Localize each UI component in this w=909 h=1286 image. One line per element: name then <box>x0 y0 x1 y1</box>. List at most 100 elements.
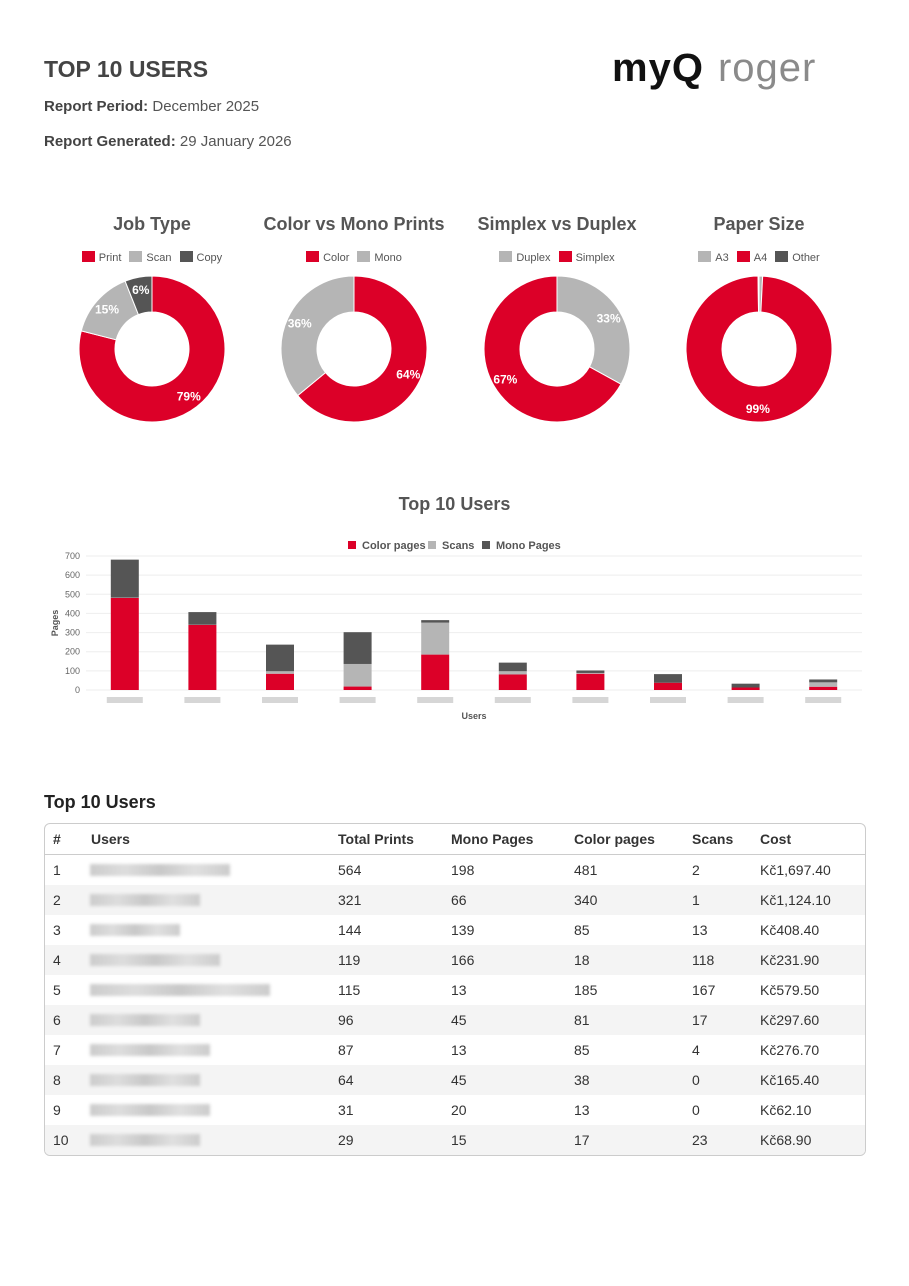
donut-slice-mono[interactable] <box>280 275 355 397</box>
column-header[interactable]: Scans <box>692 831 734 847</box>
column-header[interactable]: Users <box>91 831 130 847</box>
table-row: 3 144 139 85 13 Kč408.40 <box>45 915 865 945</box>
bar-mono-pages[interactable] <box>188 612 217 625</box>
bar-color-pages[interactable] <box>343 686 372 690</box>
table-cell: 45 <box>451 1012 467 1028</box>
slice-percent-label: 64% <box>396 368 420 382</box>
y-tick-label: 400 <box>65 608 80 618</box>
table-row: 8 64 45 38 0 Kč165.40 <box>45 1065 865 1095</box>
table-cell: 1 <box>53 862 61 878</box>
legend-label[interactable]: Scans <box>442 540 474 552</box>
x-tick-label-redacted <box>339 697 376 703</box>
bar-mono-pages[interactable] <box>576 670 605 673</box>
table-row: 6 96 45 81 17 Kč297.60 <box>45 1005 865 1035</box>
table-row: 5 115 13 185 167 Kč579.50 <box>45 975 865 1005</box>
bar-color-pages[interactable] <box>809 686 838 690</box>
bar-mono-pages[interactable] <box>654 674 682 683</box>
column-header[interactable]: # <box>53 831 61 847</box>
bar-scans[interactable] <box>343 663 372 687</box>
bar-color-pages[interactable] <box>498 674 527 690</box>
legend-swatch <box>306 251 320 262</box>
bar-color-pages[interactable] <box>110 597 139 690</box>
bar-mono-pages[interactable] <box>110 559 139 598</box>
legend-item[interactable]: Other <box>775 251 820 264</box>
slice-percent-label: 6% <box>132 283 150 297</box>
table-cell: 13 <box>451 982 467 998</box>
bar-color-pages[interactable] <box>576 673 605 690</box>
table-cell: 119 <box>338 952 361 968</box>
table-cell: 166 <box>451 952 475 968</box>
legend-item[interactable]: Print <box>81 251 121 264</box>
column-header[interactable]: Cost <box>760 831 792 847</box>
report-period: Report Period: December 2025 <box>44 98 259 115</box>
bar-color-pages[interactable] <box>654 682 682 690</box>
donut-slice-color[interactable] <box>297 275 428 423</box>
pie-title: Job Type <box>113 214 191 234</box>
legend-label[interactable]: Mono Pages <box>496 540 561 552</box>
bar-scans[interactable] <box>809 682 838 687</box>
donut-slice-simplex[interactable] <box>483 275 622 423</box>
bar-color-pages[interactable] <box>188 624 217 690</box>
legend-label[interactable]: Color pages <box>362 540 426 552</box>
x-tick-label-redacted <box>494 697 531 703</box>
table-row: 7 87 13 85 4 Kč276.70 <box>45 1035 865 1065</box>
bar-mono-pages[interactable] <box>266 644 294 672</box>
report-generated: Report Generated: 29 January 2026 <box>44 133 292 150</box>
x-tick-label-redacted <box>262 697 298 703</box>
legend-label: Simplex <box>575 252 615 264</box>
table-cell: Kč408.40 <box>760 922 820 938</box>
bar-scans[interactable] <box>498 671 527 675</box>
table-cell: 10 <box>53 1132 69 1148</box>
table-cell: 18 <box>574 952 590 968</box>
table-cell: Kč165.40 <box>760 1072 820 1088</box>
legend-item[interactable]: Color <box>306 251 349 264</box>
table-cell: 45 <box>451 1072 467 1088</box>
donut-slice-other[interactable] <box>757 275 760 313</box>
legend-item[interactable]: A3 <box>698 251 729 264</box>
table-cell: 1 <box>692 892 700 908</box>
donut-slice-print[interactable] <box>78 275 226 423</box>
legend-label: Other <box>792 252 820 264</box>
legend-item[interactable]: Copy <box>179 251 223 264</box>
table-cell: 3 <box>53 922 61 938</box>
legend-item[interactable]: Mono <box>357 251 402 264</box>
bar-scans[interactable] <box>576 672 605 674</box>
bar-mono-pages[interactable] <box>809 679 838 683</box>
column-header[interactable]: Mono Pages <box>451 831 534 847</box>
redacted-user-name <box>90 1014 200 1026</box>
bar-color-pages[interactable] <box>731 687 760 690</box>
bar-color-pages[interactable] <box>266 673 294 690</box>
donut-slice-duplex[interactable] <box>556 275 631 385</box>
column-header[interactable]: Total Prints <box>338 831 414 847</box>
legend-label: Copy <box>196 252 223 264</box>
column-header[interactable]: Color pages <box>574 831 655 847</box>
legend-item[interactable]: Simplex <box>558 251 615 264</box>
donut-slice-a4[interactable] <box>685 275 833 423</box>
bar-mono-pages[interactable] <box>343 632 372 664</box>
slice-percent-label: 99% <box>746 402 770 416</box>
table-cell: 115 <box>338 982 361 998</box>
bar-mono-pages[interactable] <box>731 683 760 688</box>
donut-slice-copy[interactable] <box>124 275 153 316</box>
table-cell: 6 <box>53 1012 61 1028</box>
legend-swatch <box>348 541 356 549</box>
x-tick-label-redacted <box>184 697 221 703</box>
table-cell: 4 <box>53 952 61 968</box>
redacted-user-name <box>90 984 270 996</box>
legend-item[interactable]: Duplex <box>499 251 551 264</box>
donut-chart: 64% 36% <box>280 275 428 423</box>
redacted-user-name <box>90 864 230 876</box>
bar-mono-pages[interactable] <box>498 662 527 672</box>
y-tick-label: 700 <box>65 551 80 561</box>
table-cell: 13 <box>574 1102 590 1118</box>
table-cell: 96 <box>338 1012 354 1028</box>
legend-item[interactable]: A4 <box>736 251 767 264</box>
bar-scans[interactable] <box>266 671 294 674</box>
slice-percent-label: 79% <box>177 389 201 403</box>
table-cell: 13 <box>451 1042 467 1058</box>
bar-mono-pages[interactable] <box>421 620 450 623</box>
bar-color-pages[interactable] <box>421 654 450 690</box>
legend-item[interactable]: Scan <box>129 251 172 264</box>
bar-scans[interactable] <box>421 622 450 655</box>
table-cell: Kč68.90 <box>760 1132 812 1148</box>
